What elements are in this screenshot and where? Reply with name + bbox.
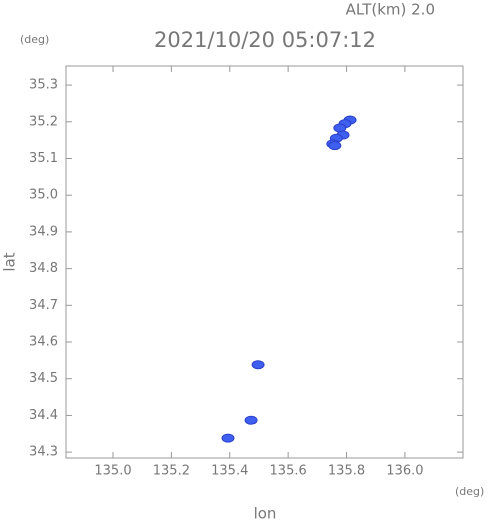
y-label: lat (1, 252, 19, 271)
y-tick-label: 34.9 (29, 224, 58, 239)
x-tick-label: 135.8 (328, 464, 365, 479)
chart-title: 2021/10/20 05:07:12 (154, 28, 376, 52)
echo (328, 141, 342, 151)
x-tick-label: 135.2 (153, 464, 190, 479)
y-tick-label: 35.2 (29, 114, 58, 129)
x-tick-label: 135.6 (270, 464, 307, 479)
x-label: lon (254, 505, 277, 522)
x-tick-label: 135.0 (94, 464, 131, 479)
echo (244, 415, 258, 425)
x-tick-label: 135.4 (211, 464, 248, 479)
y-tick-label: 35.0 (29, 188, 58, 203)
y-tick-label: 34.7 (29, 298, 58, 313)
y-tick-label: 34.4 (29, 408, 58, 423)
echo (221, 433, 235, 443)
y-tick-label: 35.3 (29, 78, 58, 93)
y-unit: (deg) (20, 33, 49, 46)
y-tick-label: 34.3 (29, 445, 58, 460)
y-tick-label: 34.5 (29, 371, 58, 386)
y-tick-label: 34.6 (29, 335, 58, 350)
y-tick-label: 35.1 (29, 151, 58, 166)
x-tick-label: 136.0 (386, 464, 423, 479)
y-tick-label: 34.8 (29, 261, 58, 276)
altitude: ALT(km) 2.0 (346, 1, 435, 19)
plot-frame (65, 65, 464, 459)
x-unit: (deg) (455, 485, 484, 498)
echo (251, 360, 265, 370)
